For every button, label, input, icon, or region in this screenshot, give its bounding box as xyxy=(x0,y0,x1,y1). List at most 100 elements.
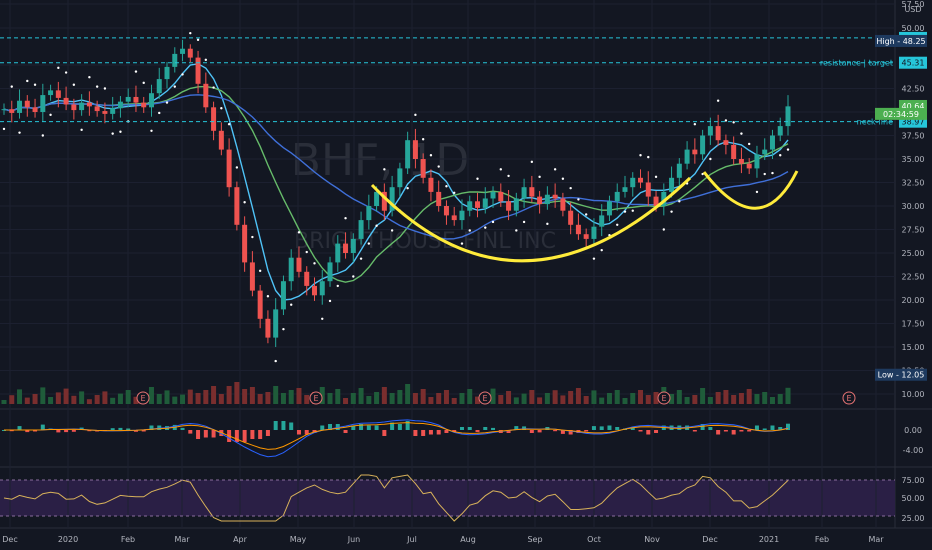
candle-body[interactable] xyxy=(79,102,85,111)
candle-body[interactable] xyxy=(180,48,186,54)
candle-body[interactable] xyxy=(17,100,23,113)
candle-body[interactable] xyxy=(731,144,737,159)
candle-body[interactable] xyxy=(762,149,768,155)
candle-body[interactable] xyxy=(296,257,302,272)
candle-body[interactable] xyxy=(707,126,713,136)
earnings-marker[interactable] xyxy=(842,391,856,405)
candle-body[interactable] xyxy=(412,140,418,159)
candle-body[interactable] xyxy=(242,224,248,263)
candle-body[interactable] xyxy=(614,191,620,202)
candle-body[interactable] xyxy=(9,109,15,113)
candle-body[interactable] xyxy=(94,106,100,112)
candle-body[interactable] xyxy=(48,90,54,96)
candle-body[interactable] xyxy=(738,159,744,164)
candle-body[interactable] xyxy=(304,271,310,286)
candle-body[interactable] xyxy=(125,96,131,102)
candle-body[interactable] xyxy=(700,135,706,155)
candle-body[interactable] xyxy=(156,79,162,94)
candle-body[interactable] xyxy=(521,187,527,199)
candle-body[interactable] xyxy=(1,109,7,111)
candle-body[interactable] xyxy=(436,191,442,206)
candle-body[interactable] xyxy=(141,102,147,108)
candle-body[interactable] xyxy=(715,126,721,141)
candle-body[interactable] xyxy=(234,187,240,225)
horizontal-lines[interactable]: resistance | target neck-line xyxy=(0,37,895,127)
candle-body[interactable] xyxy=(148,93,154,108)
candle-body[interactable] xyxy=(684,149,690,164)
candle-body[interactable] xyxy=(428,177,434,192)
candle-body[interactable] xyxy=(552,194,558,199)
candle-body[interactable] xyxy=(490,191,496,199)
candle-body[interactable] xyxy=(358,220,364,239)
candle-body[interactable] xyxy=(265,318,271,338)
candle-body[interactable] xyxy=(32,107,38,112)
candle-body[interactable] xyxy=(280,281,286,310)
candle-body[interactable] xyxy=(343,243,349,253)
candle-body[interactable] xyxy=(630,177,636,188)
candle-body[interactable] xyxy=(482,198,488,208)
candle-body[interactable] xyxy=(24,100,30,108)
candle-body[interactable] xyxy=(381,191,387,211)
candle-body[interactable] xyxy=(327,262,333,282)
candle-body[interactable] xyxy=(692,149,698,155)
candle-body[interactable] xyxy=(544,194,550,205)
candle-body[interactable] xyxy=(653,196,659,206)
candle-body[interactable] xyxy=(754,154,760,169)
candle-body[interactable] xyxy=(475,201,481,208)
candle-body[interactable] xyxy=(459,210,465,221)
candlesticks[interactable] xyxy=(1,39,791,347)
handle-annotation[interactable] xyxy=(702,170,799,210)
candle-body[interactable] xyxy=(55,90,61,98)
candle-body[interactable] xyxy=(746,163,752,169)
candle-body[interactable] xyxy=(63,97,69,105)
candle-body[interactable] xyxy=(366,206,372,221)
candle-body[interactable] xyxy=(110,108,116,114)
candle-body[interactable] xyxy=(599,215,605,227)
candle-body[interactable] xyxy=(86,102,92,107)
candle-body[interactable] xyxy=(335,243,341,263)
candle-body[interactable] xyxy=(187,48,193,58)
candle-body[interactable] xyxy=(389,187,395,211)
candle-body[interactable] xyxy=(319,281,325,296)
candle-body[interactable] xyxy=(249,262,255,291)
candle-body[interactable] xyxy=(350,238,356,253)
candle-body[interactable] xyxy=(420,159,426,178)
candle-body[interactable] xyxy=(583,234,589,239)
candle-body[interactable] xyxy=(164,66,170,80)
candle-body[interactable] xyxy=(117,101,123,109)
candle-body[interactable] xyxy=(785,106,791,127)
candle-body[interactable] xyxy=(467,201,473,211)
candle-body[interactable] xyxy=(288,257,294,282)
candle-body[interactable] xyxy=(498,191,504,202)
candle-body[interactable] xyxy=(273,309,279,338)
candle-body[interactable] xyxy=(102,111,108,114)
candle-body[interactable] xyxy=(451,215,457,221)
candle-body[interactable] xyxy=(195,57,201,84)
candle-body[interactable] xyxy=(568,210,574,225)
candle-body[interactable] xyxy=(257,290,263,319)
candle-body[interactable] xyxy=(374,191,380,206)
candle-body[interactable] xyxy=(203,83,209,108)
candle-body[interactable] xyxy=(661,191,667,206)
candle-body[interactable] xyxy=(622,187,628,192)
candle-body[interactable] xyxy=(443,206,449,216)
candle-body[interactable] xyxy=(645,182,651,197)
candle-body[interactable] xyxy=(591,226,597,239)
candle-body[interactable] xyxy=(638,177,644,183)
earnings-marker[interactable] xyxy=(478,391,492,405)
candle-body[interactable] xyxy=(769,135,775,150)
earnings-marker[interactable] xyxy=(657,391,671,405)
candle-body[interactable] xyxy=(537,196,543,205)
candle-body[interactable] xyxy=(513,198,519,211)
earnings-marker[interactable] xyxy=(136,391,150,405)
candle-body[interactable] xyxy=(133,96,139,103)
candle-body[interactable] xyxy=(218,130,224,150)
candle-body[interactable] xyxy=(71,104,77,111)
candle-body[interactable] xyxy=(669,177,675,192)
candle-body[interactable] xyxy=(606,201,612,216)
candle-body[interactable] xyxy=(676,163,682,178)
candle-body[interactable] xyxy=(397,168,403,188)
candle-body[interactable] xyxy=(172,53,178,67)
cup-annotation[interactable] xyxy=(370,176,692,263)
